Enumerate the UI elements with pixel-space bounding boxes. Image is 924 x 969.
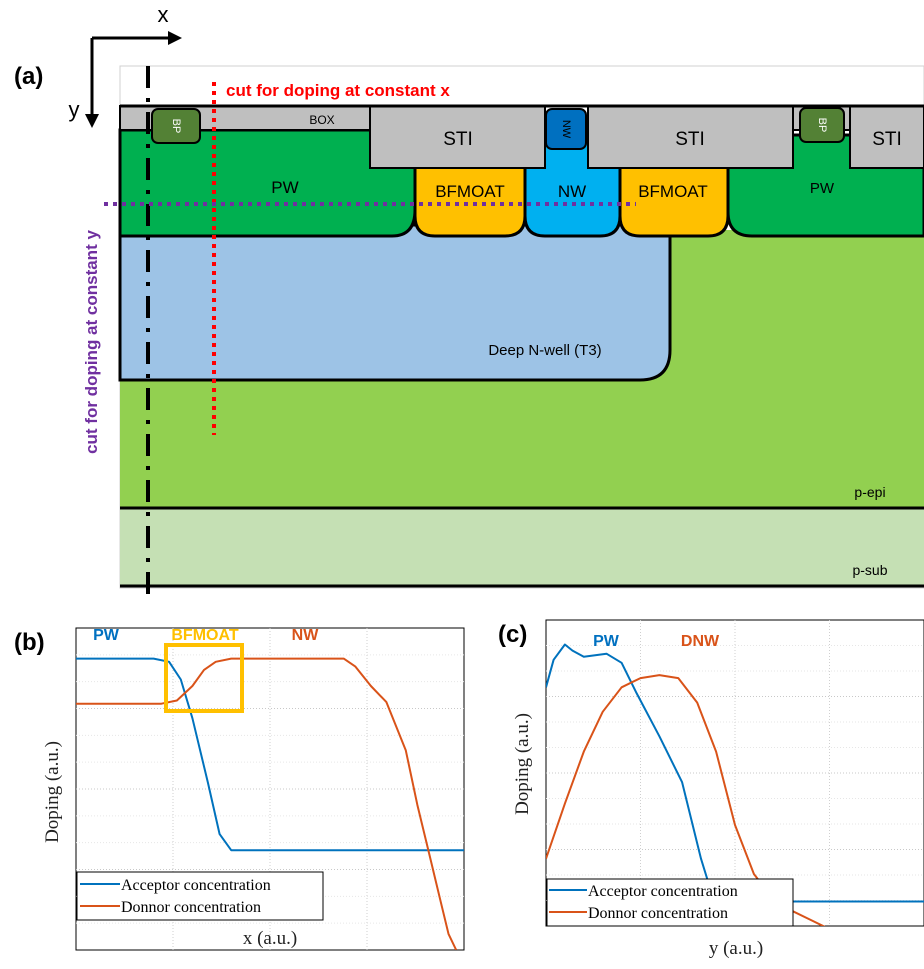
p-epi-label: p-epi — [854, 484, 885, 500]
panel-b-legend: Acceptor concentration Donnor concentrat… — [76, 871, 324, 921]
pw-left-label: PW — [271, 178, 298, 197]
pw-right-label: PW — [810, 180, 835, 197]
panel-c-ylabel: Doping (a.u.) — [512, 713, 533, 815]
sti-2-label: STI — [675, 129, 705, 150]
sti-2 — [587, 105, 794, 169]
nw-contact-label: NW — [560, 120, 572, 139]
panel-b-ylabel: Doping (a.u.) — [42, 741, 63, 843]
legend-donnor-label: Donnor concentration — [121, 899, 261, 916]
panel-b-bfmoat-label: BFMOAT — [171, 627, 238, 644]
legend-acceptor-label: Acceptor concentration — [121, 877, 271, 894]
bfmoat-highlight-box — [164, 643, 244, 713]
panel-b-nw-label: NW — [292, 627, 320, 644]
panel-c-label: (c) — [498, 621, 527, 648]
bfmoat-2-label: BFMOAT — [638, 182, 708, 201]
panel-a: BP BOX STI NW STI BP STI PW BFMOAT NW BF… — [14, 2, 924, 602]
sti-1-label: STI — [443, 129, 473, 150]
panel-c-series-donnor-line — [546, 674, 826, 926]
nw-label: NW — [558, 182, 586, 201]
bp-right — [799, 107, 845, 143]
legend-c-acceptor-label: Acceptor concentration — [588, 883, 738, 900]
bp-left-label: BP — [170, 119, 182, 134]
panel-c-legend: Acceptor concentration Donnor concentrat… — [546, 878, 794, 927]
nw-contact — [545, 108, 587, 150]
panel-b-series — [76, 657, 464, 950]
sti-3-label: STI — [872, 129, 902, 150]
panel-a-label: (a) — [14, 63, 43, 90]
legend-c-donnor-label: Donnor concentration — [588, 905, 728, 922]
panel-b-label: (b) — [14, 629, 45, 656]
cut-constant-x-label: cut for doping at constant x — [226, 81, 450, 100]
axis-x-label: x — [158, 2, 169, 27]
bp-left — [151, 108, 201, 144]
panel-b-pw-label: PW — [93, 627, 120, 644]
axis-y-label: y — [69, 97, 80, 122]
panel-c-xlabel: y (a.u.) — [709, 938, 763, 959]
p-sub-region — [120, 508, 924, 586]
sti-1 — [369, 105, 546, 169]
panel-b-series-acceptor-line — [76, 657, 464, 852]
p-sub-label: p-sub — [852, 562, 887, 578]
cut-constant-y-label: cut for doping at constant y — [82, 230, 101, 454]
panel-b: (b) PW BFMOAT NW Doping (a.u.) x (a.u.) … — [0, 608, 482, 968]
panel-c-dnw-label: DNW — [681, 633, 720, 650]
box-label: BOX — [309, 113, 334, 127]
panel-b-xlabel: x (a.u.) — [243, 928, 297, 949]
panel-b-series-donnor-line — [76, 657, 458, 950]
panel-c-pw-label: PW — [593, 633, 620, 650]
deep-nwell-region — [118, 223, 672, 382]
bp-right-label: BP — [816, 118, 828, 133]
deep-nwell-label: Deep N-well (T3) — [488, 342, 601, 359]
panel-c: (c) PW DNW Doping (a.u.) y (a.u.) Accept… — [498, 619, 924, 959]
coordinate-axes — [85, 31, 182, 128]
bfmoat-1-label: BFMOAT — [435, 182, 505, 201]
